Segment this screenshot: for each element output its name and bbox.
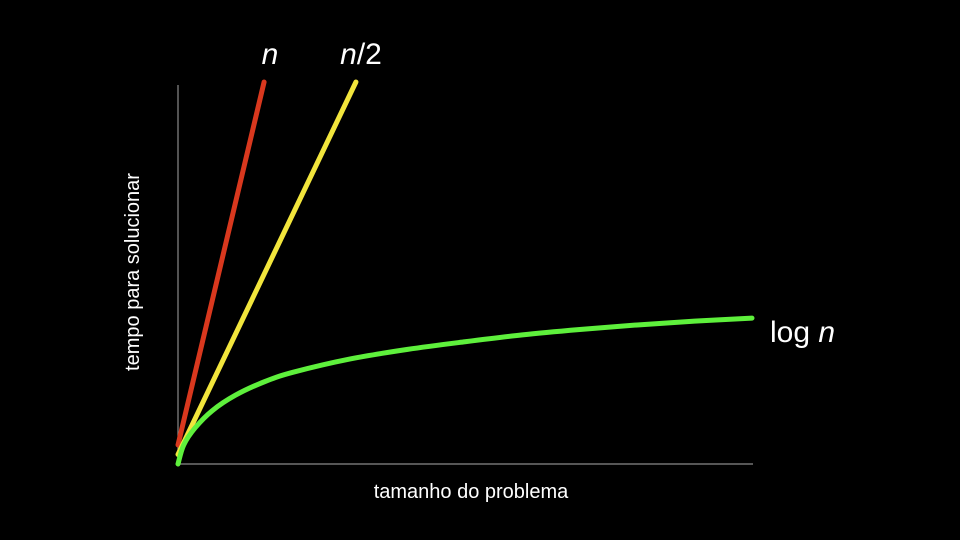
series-label-half: n/2 bbox=[340, 38, 382, 71]
series-line-half bbox=[175, 79, 359, 457]
series-label-log: log n bbox=[770, 316, 835, 349]
series-labels: n n/2 log n bbox=[262, 38, 835, 349]
series-lines bbox=[175, 79, 755, 467]
axes bbox=[177, 85, 753, 465]
y-axis-label: tempo para solucionar bbox=[122, 173, 144, 371]
series-label-n: n bbox=[262, 38, 279, 71]
series-line-n bbox=[175, 79, 267, 448]
series-line-log bbox=[175, 315, 755, 467]
x-axis-label: tamanho do problema bbox=[374, 481, 569, 503]
